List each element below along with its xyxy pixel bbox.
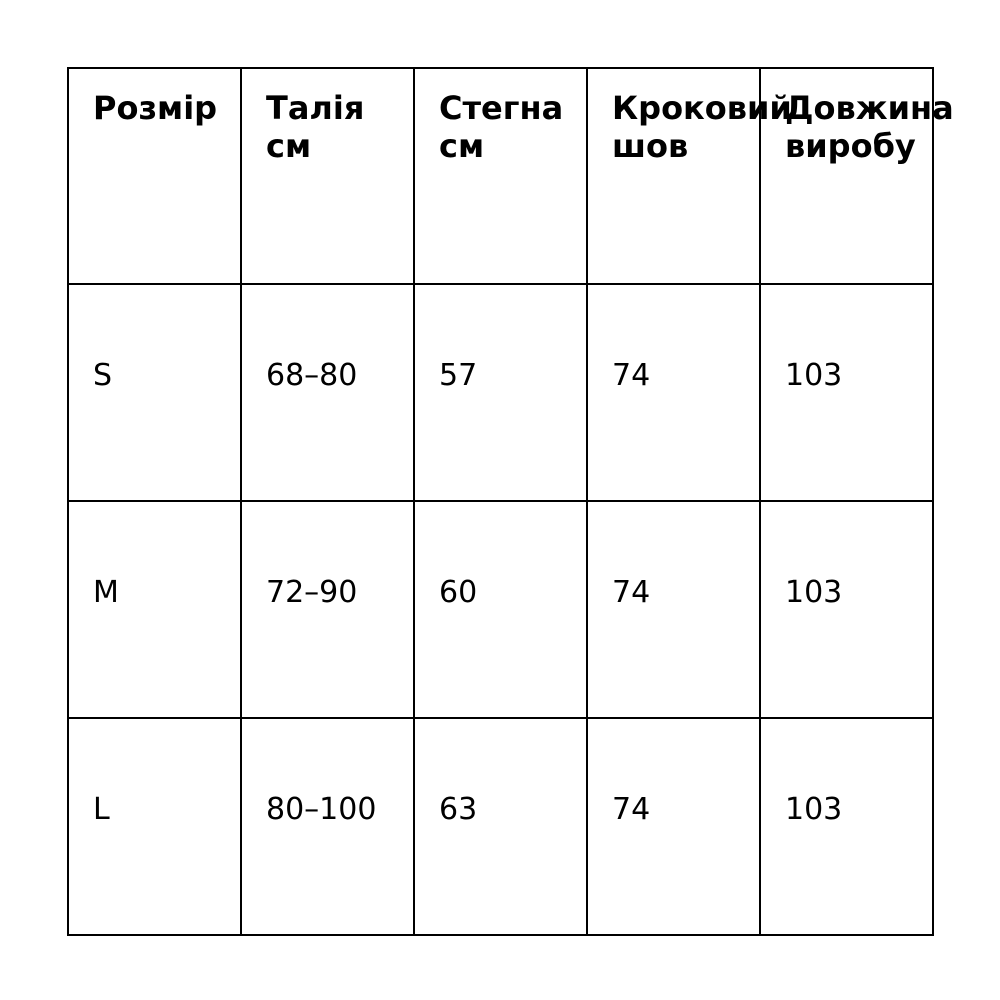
header-text: Талія <box>266 89 365 127</box>
cell-size: L <box>67 717 242 936</box>
cell-size: M <box>67 500 242 719</box>
header-length: Довжина виробу <box>759 67 954 285</box>
header-text: Кроковий <box>612 89 792 127</box>
header-text: Довжина <box>785 89 954 127</box>
cell-waist: 68–80 <box>240 283 415 502</box>
cell-size: S <box>67 283 242 502</box>
table-row: M 72–90 60 74 103 <box>67 500 934 719</box>
table-row: S 68–80 57 74 103 <box>67 283 934 502</box>
cell-length: 103 <box>759 500 934 719</box>
cell-hips: 60 <box>413 500 588 719</box>
header-hips: Стегна см <box>413 67 588 285</box>
header-inseam: Кроковий шов <box>586 67 792 285</box>
header-unit: см <box>439 127 485 165</box>
header-unit: см <box>266 127 312 165</box>
header-text: шов <box>612 127 689 165</box>
cell-inseam: 74 <box>586 717 761 936</box>
cell-inseam: 74 <box>586 283 761 502</box>
cell-length: 103 <box>759 717 934 936</box>
header-size: Розмір <box>67 67 242 285</box>
cell-inseam: 74 <box>586 500 761 719</box>
cell-waist: 72–90 <box>240 500 415 719</box>
size-table: Розмір Талія см Стегна см Кроковий шов Довж… <box>67 67 954 936</box>
cell-waist: 80–100 <box>240 717 415 936</box>
cell-hips: 63 <box>413 717 588 936</box>
header-text: Стегна <box>439 89 564 127</box>
header-text: виробу <box>785 127 916 165</box>
header-waist: Талія см <box>240 67 415 285</box>
cell-hips: 57 <box>413 283 588 502</box>
header-text: Розмір <box>93 89 218 127</box>
table-row: L 80–100 63 74 103 <box>67 717 934 936</box>
header-row: Розмір Талія см Стегна см Кроковий шов Довж… <box>67 67 954 285</box>
cell-length: 103 <box>759 283 934 502</box>
